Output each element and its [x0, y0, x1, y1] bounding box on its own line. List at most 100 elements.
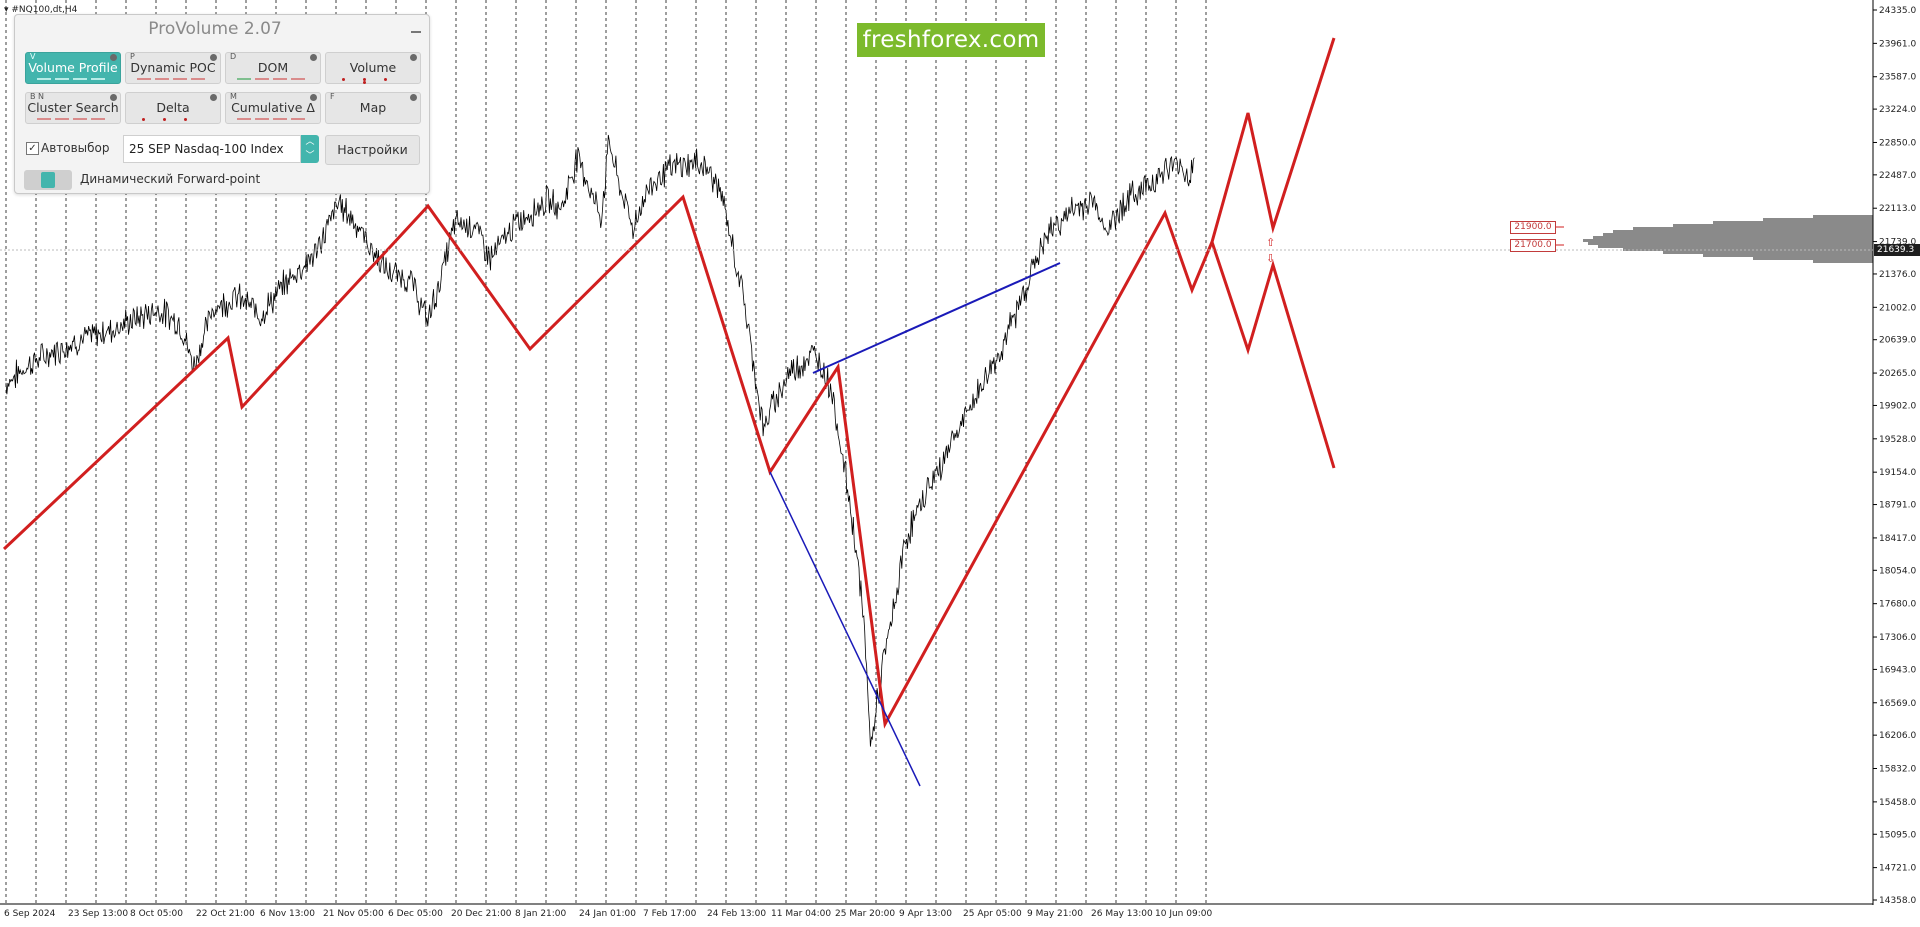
gear-icon[interactable]: [210, 54, 217, 61]
price-axis-label: 20265.0: [1879, 369, 1916, 379]
up-arrow-icon: ⇧: [1266, 236, 1275, 249]
time-axis-label: 25 Apr 05:00: [963, 909, 1022, 919]
price-axis-label: 19902.0: [1879, 401, 1916, 411]
symbol-header: ▾ #NQ100,dt,H4: [4, 5, 78, 15]
indicator-marks: [132, 118, 214, 121]
volume-profile-bar: [1583, 239, 1873, 242]
gear-icon[interactable]: [110, 54, 117, 61]
price-axis-label: 16943.0: [1879, 665, 1916, 675]
price-axis-label: 24335.0: [1879, 6, 1916, 16]
autoselect-label: Автовыбор: [41, 141, 110, 155]
hotkey-label: F: [330, 92, 335, 101]
price-level-label[interactable]: 21900.0: [1510, 221, 1556, 234]
trend-line-lower: [769, 471, 921, 787]
gear-icon[interactable]: [310, 54, 317, 61]
settings-button[interactable]: Настройки: [325, 135, 420, 165]
hotkey-label: V: [30, 52, 36, 61]
indicator-marks: [132, 78, 214, 80]
price-axis-label: 22113.0: [1879, 204, 1916, 214]
button-label: Volume: [349, 60, 397, 75]
volume-button[interactable]: Volume: [325, 52, 421, 84]
price-axis-label: 19528.0: [1879, 435, 1916, 445]
time-axis-label: 8 Oct 05:00: [130, 909, 183, 919]
dom-button[interactable]: D DOM: [225, 52, 321, 84]
price-axis-label: 23961.0: [1879, 39, 1916, 49]
button-label: Map: [359, 100, 387, 115]
price-axis-label: 17680.0: [1879, 600, 1916, 610]
volume-profile-bar: [1713, 221, 1873, 224]
volume-profile-bar: [1763, 218, 1873, 221]
hotkey-label: M: [230, 92, 237, 101]
time-axis-label: 9 Apr 13:00: [899, 909, 952, 919]
price-axis-label: 21002.0: [1879, 303, 1916, 313]
minimize-icon[interactable]: [411, 31, 421, 33]
time-axis-label: 6 Sep 2024: [4, 909, 56, 919]
cluster-search-button[interactable]: B N Cluster Search: [25, 92, 121, 124]
price-axis-label: 23587.0: [1879, 73, 1916, 83]
time-axis-label: 24 Feb 13:00: [707, 909, 766, 919]
price-axis-label: 14358.0: [1879, 896, 1916, 906]
gear-icon[interactable]: [310, 94, 317, 101]
delta-button[interactable]: Delta: [125, 92, 221, 124]
time-axis-label: 22 Oct 21:00: [196, 909, 255, 919]
gear-icon[interactable]: [210, 94, 217, 101]
time-axis-label: 11 Mar 04:00: [771, 909, 831, 919]
price-axis-label: 17306.0: [1879, 633, 1916, 643]
wave-overlays: ⇧⇩: [2, 37, 1564, 787]
time-axis-label: 8 Jan 21:00: [515, 909, 567, 919]
price-level-label[interactable]: 21700.0: [1510, 239, 1556, 252]
cumulative-delta-button[interactable]: M Cumulative Δ: [225, 92, 321, 124]
volume-profile-bar: [1673, 224, 1873, 227]
button-label: Volume Profile: [28, 60, 118, 75]
volume-profile-bar: [1588, 242, 1873, 245]
toggle-knob: [41, 172, 55, 188]
indicator-marks: [332, 78, 414, 84]
price-axis-label: 22850.0: [1879, 138, 1916, 148]
volume-profile-bar: [1813, 260, 1873, 263]
price-axis-label: 19154.0: [1879, 468, 1916, 478]
gear-icon[interactable]: [410, 54, 417, 61]
dynamic-poc-button[interactable]: P Dynamic POC: [125, 52, 221, 84]
volume-profile-bar: [1598, 245, 1873, 248]
hotkey-label: D: [230, 52, 237, 61]
gear-icon[interactable]: [110, 94, 117, 101]
volume-profile-histogram: [1583, 215, 1873, 263]
volume-profile-bar: [1633, 227, 1873, 230]
panel-title: ProVolume 2.07: [148, 19, 282, 39]
indicator-marks: [232, 78, 314, 80]
volume-profile-bar: [1663, 251, 1873, 254]
time-axis-label: 7 Feb 17:00: [643, 909, 697, 919]
button-label: Dynamic POC: [130, 60, 216, 75]
volume-profile-button[interactable]: V Volume Profile: [25, 52, 121, 84]
price-axis-label: 23224.0: [1879, 105, 1916, 115]
price-axis-label: 16569.0: [1879, 699, 1916, 709]
time-axis-label: 21 Nov 05:00: [323, 909, 384, 919]
forward-point-toggle[interactable]: [24, 170, 72, 190]
hotkey-label: P: [130, 52, 135, 61]
volume-profile-bar: [1753, 257, 1873, 260]
chevron-up-icon[interactable]: ︿: [305, 137, 315, 147]
volume-profile-bar: [1703, 254, 1873, 257]
time-axis-label: 20 Dec 21:00: [451, 909, 512, 919]
volume-profile-bar: [1613, 230, 1873, 233]
autoselect-checkbox[interactable]: ✓: [26, 142, 39, 155]
provolume-panel: ProVolume 2.07 V Volume Profile P Dynami…: [14, 14, 430, 194]
forward-point-label: Динамический Forward-point: [80, 172, 261, 186]
last-price-tag: 21639.3: [1874, 244, 1920, 256]
gear-icon[interactable]: [410, 94, 417, 101]
symbol-select[interactable]: 25 SEP Nasdaq-100 Index: [123, 135, 301, 163]
brand-logo: freshforex.com: [857, 23, 1045, 57]
price-axis-label: 20639.0: [1879, 336, 1916, 346]
chevron-down-icon[interactable]: ﹀: [305, 151, 315, 161]
map-button[interactable]: F Map: [325, 92, 421, 124]
volume-profile-bar: [1813, 215, 1873, 218]
price-axis-label: 15095.0: [1879, 830, 1916, 840]
indicator-marks: [32, 118, 114, 120]
price-series: [5, 134, 1195, 747]
button-label: Delta: [156, 100, 190, 115]
symbol-spinner[interactable]: ︿ ﹀: [301, 135, 319, 163]
volume-profile-bar: [1603, 233, 1873, 236]
wave-zigzag-line: [2, 37, 1336, 729]
time-axis-label: 10 Jun 09:00: [1155, 909, 1212, 919]
